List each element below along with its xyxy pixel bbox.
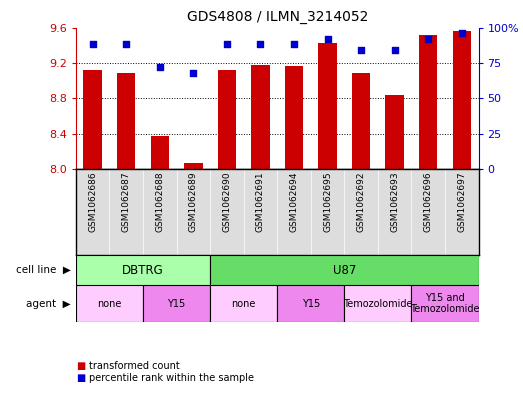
Point <box>323 36 332 42</box>
Bar <box>251 64 270 169</box>
Bar <box>419 35 437 169</box>
Point <box>391 47 399 53</box>
Text: GSM1062689: GSM1062689 <box>189 172 198 232</box>
Bar <box>76 285 143 322</box>
Text: GSM1062686: GSM1062686 <box>88 172 97 232</box>
Text: GSM1062693: GSM1062693 <box>390 172 399 232</box>
Text: percentile rank within the sample: percentile rank within the sample <box>89 373 254 383</box>
Bar <box>319 42 337 169</box>
Bar <box>385 95 404 169</box>
Text: GSM1062694: GSM1062694 <box>289 172 299 232</box>
Point <box>88 41 97 48</box>
Text: cell line  ▶: cell line ▶ <box>16 265 71 275</box>
Bar <box>285 66 303 169</box>
Text: GSM1062692: GSM1062692 <box>357 172 366 232</box>
Point <box>458 30 466 36</box>
Bar <box>277 285 344 322</box>
Text: DBTRG: DBTRG <box>122 264 164 277</box>
Title: GDS4808 / ILMN_3214052: GDS4808 / ILMN_3214052 <box>187 10 368 24</box>
Text: GSM1062687: GSM1062687 <box>122 172 131 232</box>
Text: Temozolomide: Temozolomide <box>343 299 413 309</box>
Text: GSM1062696: GSM1062696 <box>424 172 433 232</box>
Bar <box>352 73 370 169</box>
Text: Y15: Y15 <box>167 299 186 309</box>
Point <box>122 41 130 48</box>
Point <box>256 41 265 48</box>
Point <box>155 64 164 70</box>
Point <box>290 41 298 48</box>
Text: GSM1062691: GSM1062691 <box>256 172 265 232</box>
Bar <box>210 255 479 285</box>
Text: Y15: Y15 <box>302 299 320 309</box>
Bar <box>412 285 479 322</box>
Text: GSM1062695: GSM1062695 <box>323 172 332 232</box>
Point <box>357 47 365 53</box>
Bar <box>210 285 277 322</box>
Bar <box>83 70 102 169</box>
Text: ■: ■ <box>76 373 85 383</box>
Text: GSM1062688: GSM1062688 <box>155 172 164 232</box>
Text: Y15 and
Temozolomide: Y15 and Temozolomide <box>410 293 480 314</box>
Text: none: none <box>97 299 121 309</box>
Text: U87: U87 <box>333 264 356 277</box>
Point <box>223 41 231 48</box>
Bar <box>452 31 471 169</box>
Bar <box>117 73 135 169</box>
Text: GSM1062690: GSM1062690 <box>222 172 231 232</box>
Bar <box>218 70 236 169</box>
Point <box>424 36 433 42</box>
Text: none: none <box>232 299 256 309</box>
Point <box>189 70 198 76</box>
Text: transformed count: transformed count <box>89 361 180 371</box>
Bar <box>143 285 210 322</box>
Bar <box>184 163 202 169</box>
Bar <box>344 285 412 322</box>
Text: agent  ▶: agent ▶ <box>26 299 71 309</box>
Bar <box>76 255 210 285</box>
Text: GSM1062697: GSM1062697 <box>457 172 467 232</box>
Text: ■: ■ <box>76 361 85 371</box>
Bar <box>151 136 169 169</box>
